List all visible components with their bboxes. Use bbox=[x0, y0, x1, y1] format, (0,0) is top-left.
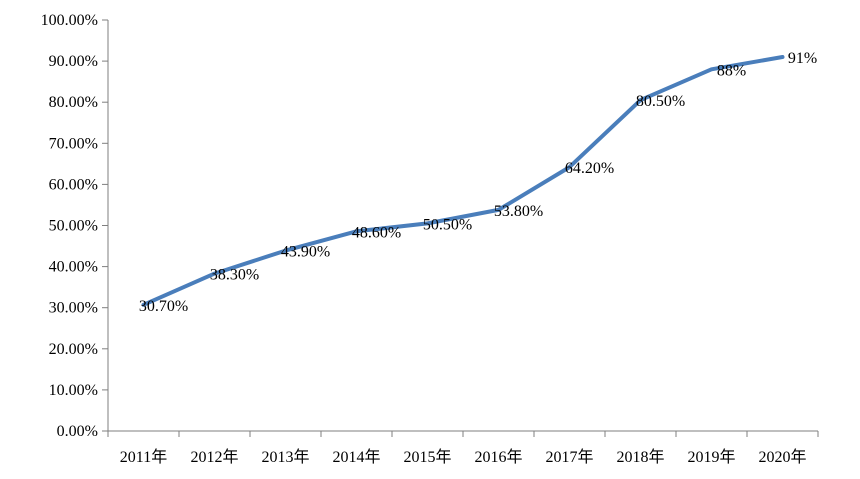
x-tick-label: 2019年 bbox=[687, 448, 735, 466]
x-tick-label: 2016年 bbox=[474, 448, 522, 466]
y-tick-label: 30.00% bbox=[49, 300, 98, 317]
data-label: 48.60% bbox=[352, 224, 401, 241]
y-axis: 0.00% 10.00% 20.00% 30.00% 40.00% 50.00% 60.00… bbox=[41, 12, 109, 440]
y-tick-label: 40.00% bbox=[49, 259, 98, 276]
y-tick-label: 90.00% bbox=[49, 53, 98, 70]
x-axis: 2011年 2012年 2013年 2014年 2015年 2016年 2017年 2018年… bbox=[107, 430, 819, 466]
data-label: 64.20% bbox=[565, 160, 614, 177]
y-tick-label: 80.00% bbox=[49, 94, 98, 111]
x-tick-label: 2020年 bbox=[758, 448, 806, 466]
y-tick-label: 10.00% bbox=[49, 382, 98, 399]
data-label: 30.70% bbox=[139, 298, 188, 315]
data-label: 38.30% bbox=[210, 267, 259, 284]
series-line bbox=[141, 55, 785, 307]
data-label: 91% bbox=[788, 50, 817, 67]
data-label: 53.80% bbox=[494, 203, 543, 220]
x-tick-label: 2017年 bbox=[545, 448, 593, 466]
x-tick-label: 2013年 bbox=[261, 448, 309, 466]
y-tick-label: 20.00% bbox=[49, 341, 98, 358]
x-tick-label: 2015年 bbox=[403, 448, 451, 466]
y-tick-label: 60.00% bbox=[49, 176, 98, 193]
data-label: 43.90% bbox=[281, 244, 330, 261]
y-tick-label: 70.00% bbox=[49, 135, 98, 152]
x-tick-label: 2011年 bbox=[120, 448, 167, 466]
data-label: 50.50% bbox=[423, 216, 472, 233]
data-label: 80.50% bbox=[636, 93, 685, 110]
y-tick-label: 50.00% bbox=[49, 218, 98, 235]
y-tick-label: 0.00% bbox=[57, 423, 98, 440]
series-group bbox=[141, 55, 785, 307]
x-tick-label: 2014年 bbox=[332, 448, 380, 466]
y-tick-label: 100.00% bbox=[41, 12, 98, 29]
data-labels-group: 30.70% 38.30% 43.90% 48.60% 50.50% 53.80% 64.2… bbox=[139, 50, 817, 315]
x-tick-label: 2018年 bbox=[616, 448, 664, 466]
data-label: 88% bbox=[717, 62, 746, 79]
x-tick-label: 2012年 bbox=[190, 448, 238, 466]
